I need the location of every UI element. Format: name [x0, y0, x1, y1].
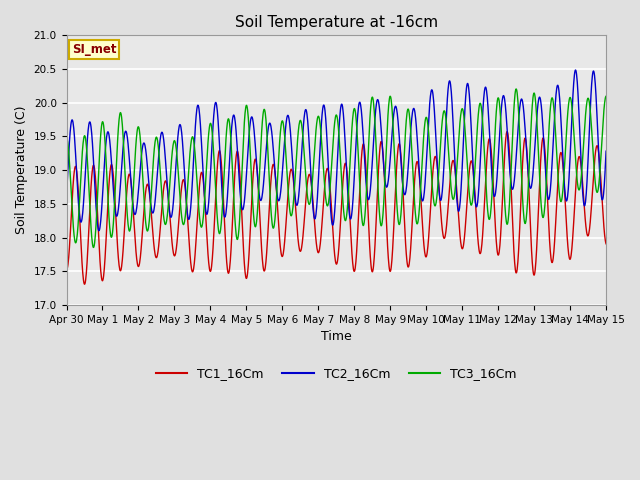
TC2_16Cm [572, 67, 579, 73]
TC3_16Cm [313, 120, 321, 126]
Line: TC2_16Cm: TC2_16Cm [67, 70, 606, 231]
TC1_16Cm [303, 184, 311, 190]
TC3_16Cm [512, 86, 520, 92]
TC1_16Cm [370, 259, 378, 264]
Line: TC3_16Cm: TC3_16Cm [67, 89, 606, 248]
TC1_16Cm [602, 241, 610, 247]
Line: TC1_16Cm: TC1_16Cm [67, 132, 606, 284]
TC3_16Cm [303, 189, 311, 194]
TC1_16Cm [503, 129, 511, 134]
Y-axis label: Soil Temperature (C): Soil Temperature (C) [15, 106, 28, 234]
TC3_16Cm [370, 104, 378, 110]
Text: SI_met: SI_met [72, 43, 116, 57]
TC3_16Cm [292, 164, 300, 170]
TC3_16Cm [127, 224, 134, 230]
TC2_16Cm [292, 199, 300, 205]
TC3_16Cm [90, 245, 97, 251]
TC3_16Cm [63, 135, 70, 141]
TC3_16Cm [602, 93, 610, 99]
TC2_16Cm [63, 192, 70, 198]
TC1_16Cm [81, 281, 88, 287]
TC1_16Cm [63, 266, 70, 272]
Title: Soil Temperature at -16cm: Soil Temperature at -16cm [235, 15, 438, 30]
X-axis label: Time: Time [321, 330, 351, 343]
TC2_16Cm [313, 204, 321, 210]
TC1_16Cm [127, 176, 134, 181]
TC3_16Cm [105, 209, 113, 215]
TC2_16Cm [105, 131, 113, 136]
TC1_16Cm [292, 208, 300, 214]
TC1_16Cm [105, 187, 113, 193]
TC2_16Cm [602, 148, 610, 154]
TC2_16Cm [95, 228, 103, 234]
Legend: TC1_16Cm, TC2_16Cm, TC3_16Cm: TC1_16Cm, TC2_16Cm, TC3_16Cm [151, 362, 522, 385]
TC2_16Cm [303, 111, 311, 117]
TC2_16Cm [370, 132, 378, 138]
TC1_16Cm [313, 243, 321, 249]
TC2_16Cm [127, 174, 134, 180]
